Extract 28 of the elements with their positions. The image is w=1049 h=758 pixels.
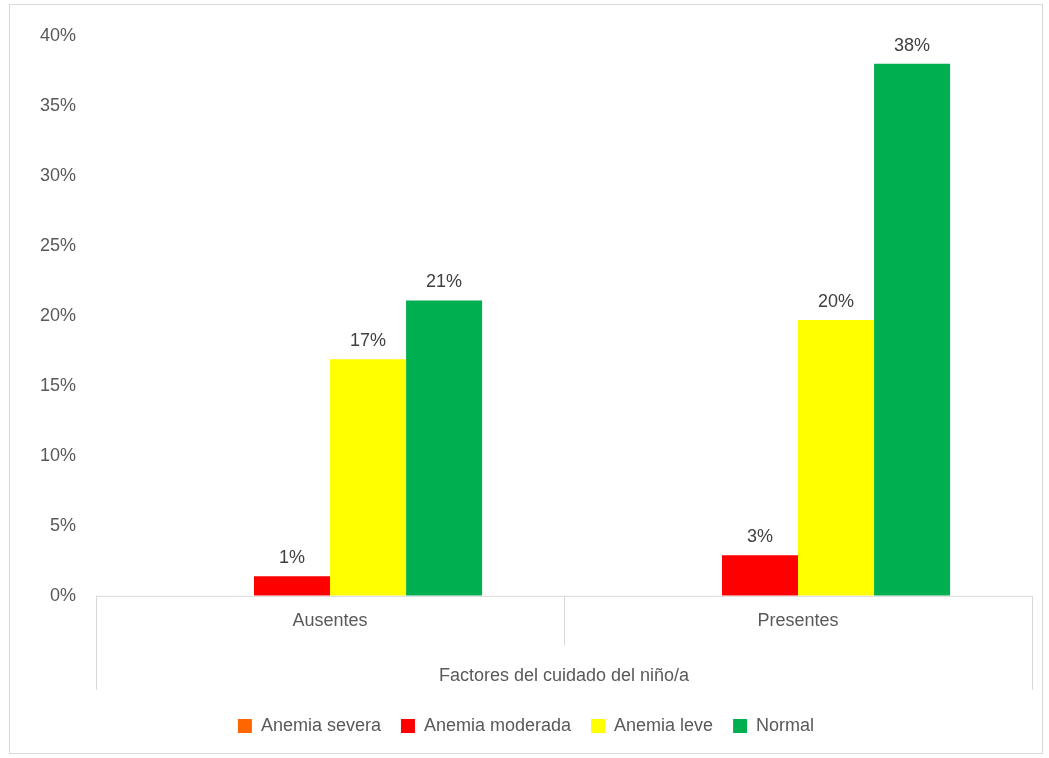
bar [253,576,331,596]
y-tick-label: 15% [40,374,77,395]
bar [874,63,951,596]
x-axis-title: Factores del cuidado del niño/a [438,665,691,686]
y-tick-label: 0% [50,584,77,605]
legend-label: Anemia moderada [423,714,573,735]
data-label: 20% [818,290,855,311]
legend-label: Anemia severa [260,714,382,735]
x-tick-label: Presentes [757,609,839,630]
y-tick-label: 25% [40,234,77,255]
bar [330,359,407,596]
data-label: 3% [746,526,773,547]
y-tick-label: 20% [40,304,77,325]
data-label: 21% [426,271,463,292]
bar [406,300,483,596]
legend-label: Anemia leve [614,714,714,735]
x-tick-label: Ausentes [292,609,368,630]
bar [798,320,875,596]
data-label: 1% [278,547,305,568]
data-label: 38% [894,34,931,55]
legend-label: Normal [756,714,815,735]
data-label: 17% [350,330,387,351]
y-tick-label: 5% [50,514,77,535]
bar [721,555,799,596]
y-tick-label: 35% [40,94,77,115]
y-tick-label: 30% [40,164,77,185]
y-tick-label: 40% [40,24,77,45]
y-tick-label: 10% [40,444,77,465]
